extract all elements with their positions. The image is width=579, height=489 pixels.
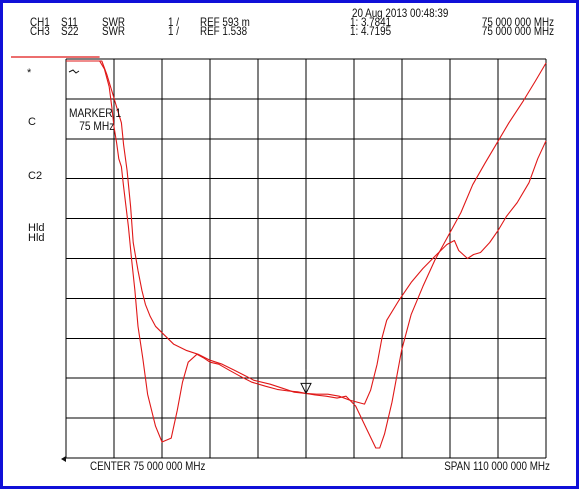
center-frequency: CENTER 75 000 000 MHz — [90, 459, 206, 473]
timestamp: 20 Aug 2013 00:48:39 — [352, 6, 449, 20]
side-c-annotation: C — [28, 116, 36, 128]
marker-readout: MARKER 1 75 MHz — [69, 107, 121, 133]
marker-1-channel-3-frequency: 75 000 000 MHz — [481, 24, 554, 38]
marker-1-channel-1-frequency: 75 000 000 MHz — [481, 15, 554, 29]
marker-1-icon — [300, 382, 312, 395]
graticule — [65, 58, 547, 459]
side-hold-label: Hld — [28, 222, 45, 234]
marker-readout-title: MARKER 1 — [69, 106, 122, 120]
marker-layer — [300, 369, 312, 395]
reference-arrow-icon — [68, 69, 80, 74]
channel-1-label: CH1 — [30, 15, 50, 29]
trace-line-1 — [66, 60, 547, 449]
channel-3-parameter: S22 — [61, 24, 79, 38]
channel-1-reference: REF 593 m — [200, 15, 250, 29]
side-hold-label-overlap: Hld — [28, 232, 45, 244]
channel-3-scale: 1 / — [168, 24, 179, 38]
span-frequency: SPAN 110 000 000 MHz — [444, 459, 550, 473]
channel-1-format: SWR — [102, 15, 125, 29]
channel-1-scale: 1 / — [168, 15, 179, 29]
side-c2-annotation: C2 — [28, 170, 43, 182]
channel-1-parameter: S11 — [61, 15, 78, 29]
channel-3-reference: REF 1.538 — [200, 24, 248, 38]
bottom-reference-arrow-icon — [61, 456, 66, 462]
side-star-annotation: * — [27, 67, 32, 79]
plot-area — [11, 56, 547, 462]
side-hold-annotation: Hld Hld — [28, 222, 45, 244]
channel-3-label: CH3 — [30, 24, 50, 38]
marker-1-channel-1-value: 1: 3.7841 — [350, 15, 392, 29]
reference-arrows — [61, 69, 80, 462]
channel-3-format: SWR — [102, 24, 125, 38]
marker-readout-frequency: 75 MHz — [79, 119, 115, 133]
marker-1-channel-3-value: 1: 4.7195 — [350, 24, 392, 38]
